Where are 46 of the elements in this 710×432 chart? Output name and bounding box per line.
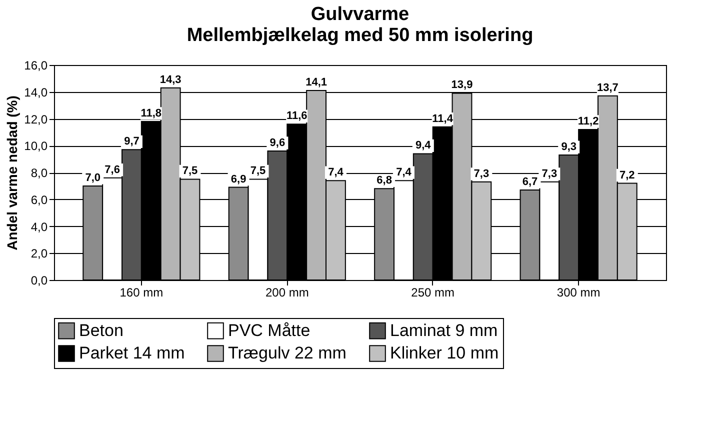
data-label: 11,6 [286,110,308,122]
y-axis-title: Andel varme nedad (%) [4,96,20,250]
legend-label: Trægulv 22 mm [228,344,346,362]
data-label: 11,2 [578,116,599,128]
data-label: 14,1 [306,76,327,89]
data-label: 6,9 [230,173,246,186]
y-tick-label: 10,0 [24,139,48,154]
y-tick-label: 6,0 [30,192,48,207]
data-label: 9,4 [415,140,432,152]
legend-label: Beton [79,320,124,340]
data-label: 7,3 [474,168,490,180]
data-label: 11,8 [140,107,162,120]
legend-label: Laminat 9 mm [390,320,498,340]
data-label: 13,9 [451,79,473,92]
data-label: 13,7 [597,82,618,94]
x-tick-label: 160 mm [120,286,164,300]
data-label: 9,7 [124,136,140,148]
y-tick-label: 16,0 [24,58,48,72]
x-tick-label: 250 mm [411,286,455,300]
x-tick-label: 300 mm [556,286,600,300]
data-label: 7,4 [328,166,344,179]
data-label: 7,4 [396,166,412,179]
data-label: 11,4 [432,112,454,125]
data-label: 9,6 [270,137,286,149]
data-label: 6,7 [522,176,538,188]
legend-label: PVC Måtte [228,320,310,340]
data-label: 7,5 [250,165,266,178]
y-tick-label: 4,0 [30,220,48,234]
y-tick-label: 14,0 [24,85,48,100]
data-label: 7,3 [542,168,558,180]
data-label: 9,3 [561,141,577,154]
legend-label: Klinker 10 mm [390,344,499,362]
legend-label: Parket 14 mm [79,344,185,362]
y-tick-label: 2,0 [30,246,48,261]
y-tick-label: 12,0 [24,112,48,126]
data-label: 14,3 [160,74,182,86]
data-label: 7,2 [619,169,635,182]
text: Gulvvarme [310,4,410,25]
y-tick-label: 8,0 [30,166,48,180]
text: Mellembjælkelag med 50 mm isolering [186,25,534,46]
data-label: 6,8 [376,174,392,187]
data-label: 7,6 [104,164,120,176]
x-tick-label: 200 mm [265,286,309,300]
y-tick-label: 0,0 [30,274,48,288]
data-label: 7,5 [182,165,198,178]
data-label: 7,0 [85,172,101,184]
